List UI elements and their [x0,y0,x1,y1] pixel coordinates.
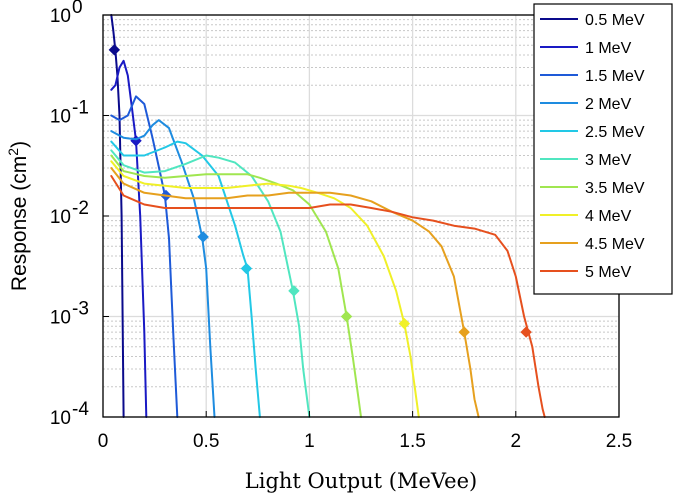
series-marker [340,310,353,323]
minor-gridlines [103,19,619,388]
y-tick-base: 10 [50,107,71,128]
y-tick-exponent: -3 [72,299,89,320]
y-tick-base: 10 [50,308,71,329]
series-line [110,160,420,418]
y-tick-label: 10 [50,107,71,128]
legend-label: 2.5 MeV [585,124,645,141]
series-line [110,149,311,418]
legend-label: 4 MeV [585,208,632,225]
series-line [110,140,261,418]
x-axis-ticks: 0 0.5 1 1.5 2 2.5 [98,411,632,452]
y-tick-base: 10 [50,6,71,27]
x-tick-label: 0.5 [193,431,219,452]
x-tick-label: 1.5 [399,431,425,452]
series-marker [458,326,470,338]
legend-label: 3.5 MeV [585,180,645,197]
series-layer [108,14,546,418]
y-tick-exponent: -2 [72,198,89,219]
legend-label: 3 MeV [585,152,632,169]
legend-label: 5 MeV [585,264,632,281]
y-tick-exponent: -1 [72,98,89,119]
y-tick-exponent: -4 [72,399,89,420]
y-tick-base: 10 [50,408,71,429]
y-tick-label: 10 [50,6,71,27]
y-tick-label: 10 [50,207,71,228]
y-axis-title-sup: 2 [5,148,21,156]
y-axis-title: Response (cm2) [5,141,31,291]
series-line [110,59,148,418]
series-line [110,154,362,418]
x-tick-label: 0 [98,431,109,452]
legend-label: 2 MeV [585,96,632,113]
y-tick-base: 10 [50,207,71,228]
series-marker [520,326,532,338]
y-tick-label: 10 [50,408,71,429]
x-tick-label: 1 [304,431,315,452]
series-marker [108,44,121,56]
series-marker [398,317,411,330]
series-line [110,95,179,418]
legend: 0.5 MeV 1 MeV 1.5 MeV 2 MeV 2.5 MeV 3 MeV 3.5 … [533,3,673,295]
x-tick-label: 2 [511,431,522,452]
legend-label: 0.5 MeV [585,12,645,29]
x-axis-title: Light Output (MeVee) [245,469,477,493]
y-axis-title-close: ) [8,141,31,148]
series-marker [288,285,300,297]
legend-box [533,3,673,295]
series-marker [240,262,253,275]
legend-label: 1.5 MeV [585,68,645,85]
x-tick-label: 2.5 [606,431,632,452]
series-line [110,175,546,418]
series-marker [197,231,209,243]
y-axis-title-main: Response (cm [8,156,31,291]
legend-label: 4.5 MeV [585,236,645,253]
y-tick-exponent: 0 [72,0,83,18]
series-line [110,167,480,418]
y-tick-label: 10 [50,308,71,329]
legend-label: 1 MeV [585,40,632,57]
series-line [110,119,216,418]
